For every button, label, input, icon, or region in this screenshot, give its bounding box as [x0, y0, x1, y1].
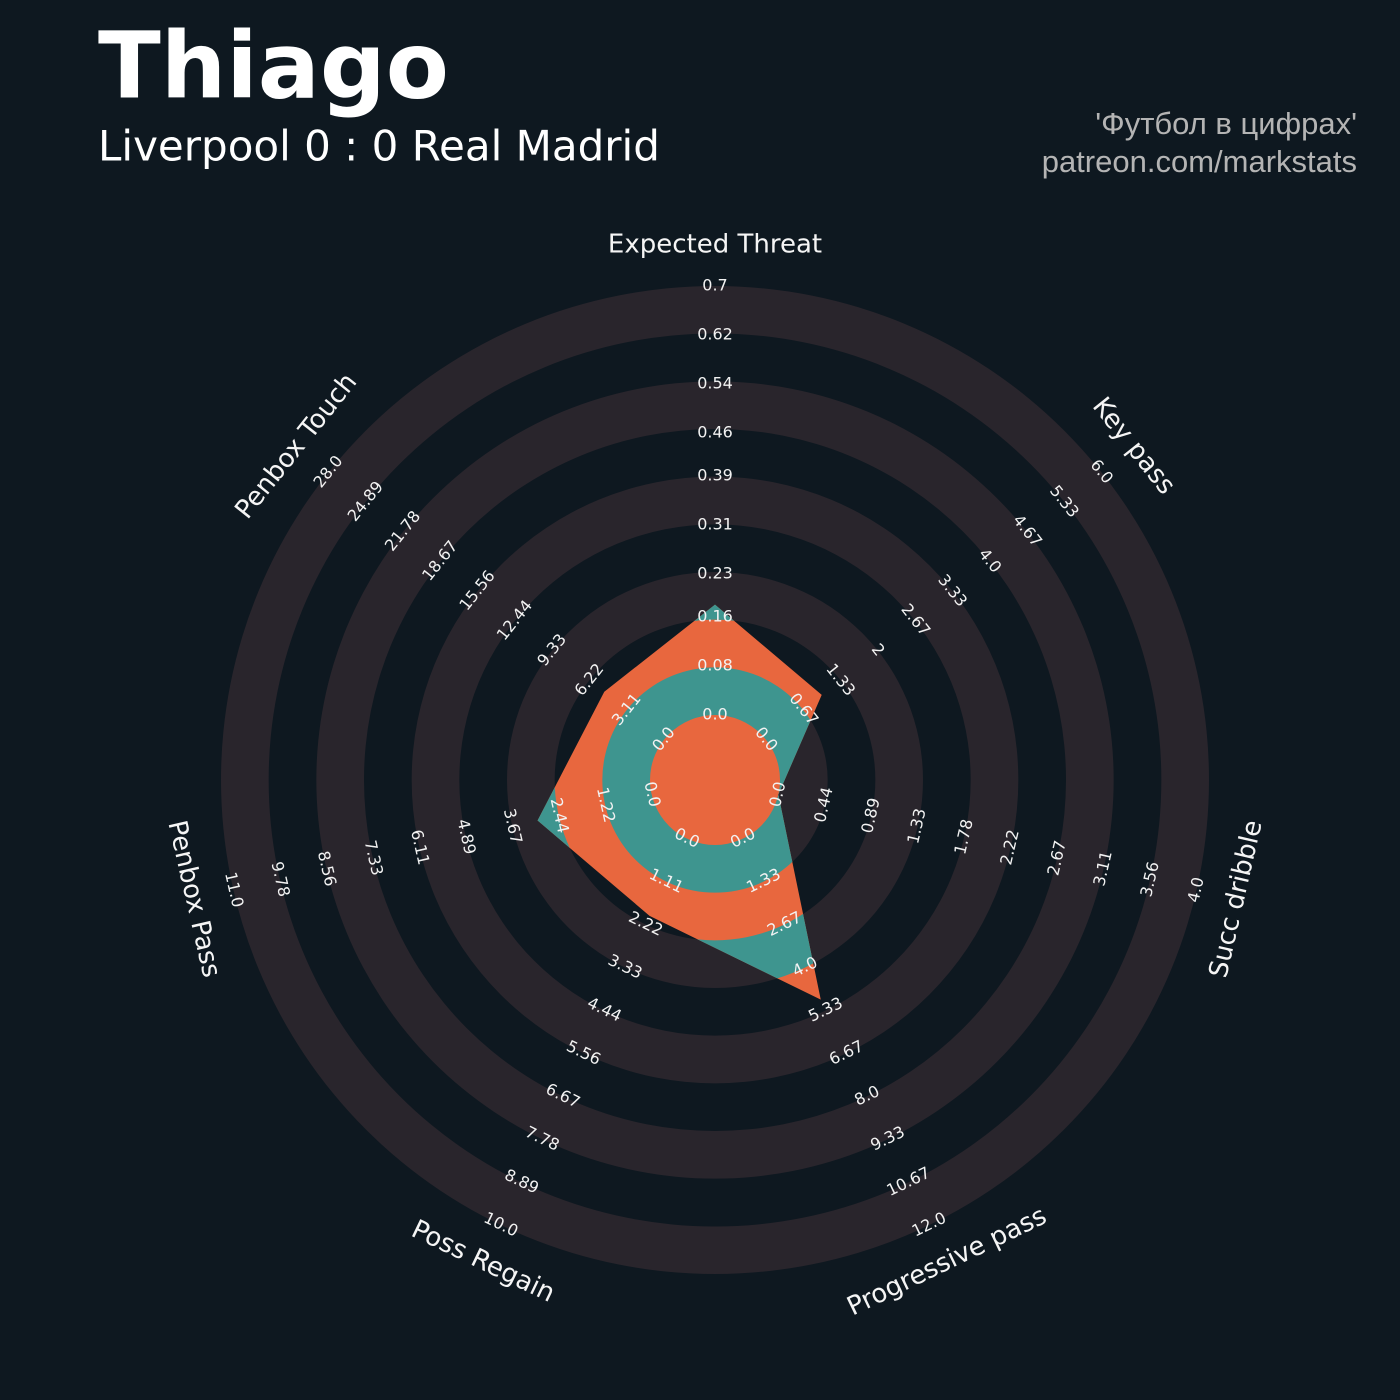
- tick-label: 0.31: [697, 515, 733, 534]
- tick-label: 0.08: [697, 655, 733, 674]
- chart-title: Thiago: [98, 12, 449, 119]
- credit: patreon.com/markstats: [1042, 144, 1357, 179]
- chart-subtitle: Liverpool 0 : 0 Real Madrid: [98, 122, 660, 171]
- tick-label: 0.39: [697, 465, 733, 484]
- tick-label: 0.23: [697, 564, 733, 583]
- tick-label: 0.46: [697, 423, 733, 442]
- tick-label: 0.54: [697, 374, 733, 393]
- tick-label: 0.7: [702, 276, 727, 295]
- tick-label: 0.16: [697, 606, 733, 625]
- tick-label: 0.62: [697, 325, 733, 344]
- ring: [221, 286, 1209, 1274]
- tick-label: 0.0: [702, 705, 727, 724]
- credit: 'Футбол в цифрах': [1095, 106, 1357, 141]
- axis-label: Expected Threat: [608, 230, 822, 260]
